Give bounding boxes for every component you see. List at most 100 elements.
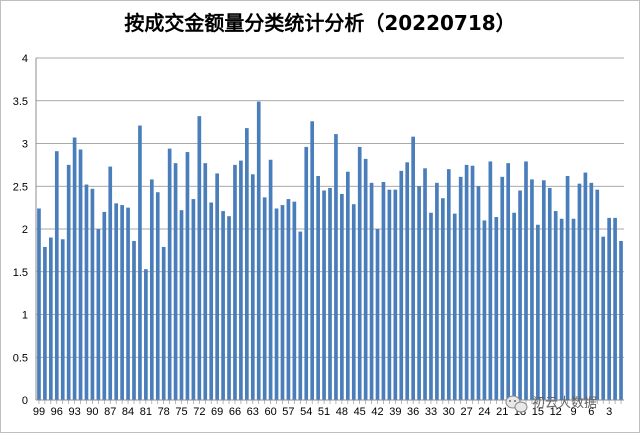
bar (280, 205, 285, 400)
bar (155, 192, 160, 400)
x-tick-label: 99 (33, 406, 45, 418)
bar (262, 197, 267, 400)
bar (345, 171, 350, 400)
bar (500, 176, 505, 400)
bar (518, 190, 522, 400)
bar (393, 189, 398, 400)
bar (132, 240, 136, 400)
x-tick-label: 93 (68, 406, 80, 418)
bar (452, 213, 457, 400)
bar (233, 164, 237, 401)
bar (405, 162, 410, 400)
x-tick-label: 12 (550, 406, 562, 418)
bar (60, 239, 65, 400)
bar (381, 181, 386, 400)
bar (298, 231, 303, 400)
x-tick-label: 87 (104, 406, 116, 418)
x-tick-label: 27 (460, 406, 472, 418)
bar (90, 188, 95, 400)
bar (441, 198, 445, 400)
bar (482, 220, 487, 400)
bar (334, 134, 338, 400)
y-tick-label: 3 (22, 139, 28, 151)
x-tick-label: 48 (336, 406, 348, 418)
bar (565, 175, 570, 400)
bar (120, 205, 124, 400)
bar (215, 173, 219, 400)
y-tick-label: 2.5 (13, 181, 28, 193)
bar (322, 190, 326, 400)
bar (470, 165, 475, 400)
bar (494, 217, 499, 400)
bar (209, 202, 214, 400)
bar (66, 164, 71, 401)
bar (613, 217, 617, 400)
x-tick-label: 60 (264, 406, 276, 418)
bar (149, 179, 154, 400)
x-tick-label: 54 (300, 406, 312, 418)
bar (530, 179, 534, 400)
bar (84, 184, 89, 400)
y-tick-label: 4 (22, 53, 28, 65)
bar (245, 128, 249, 401)
watermark: 初云大数据 (505, 395, 597, 413)
x-tick-label: 96 (51, 406, 63, 418)
bar (536, 224, 540, 400)
bar (577, 183, 582, 400)
bar (607, 217, 611, 400)
bar (417, 186, 421, 400)
x-tick-label: 15 (532, 406, 544, 418)
bar (203, 163, 208, 400)
x-tick-label: 30 (443, 406, 455, 418)
bar (589, 182, 594, 400)
y-tick-label: 0 (22, 395, 28, 407)
bar (96, 229, 101, 400)
bar (78, 149, 83, 400)
bar (239, 160, 243, 400)
bar (601, 236, 606, 400)
bar (464, 164, 469, 401)
y-tick-label: 1.5 (13, 267, 28, 279)
bar (144, 269, 148, 400)
y-axis-ticks: 0 0.5 1 1.5 2 2.5 3 3.5 4 (13, 53, 28, 407)
y-tick-label: 0.5 (13, 352, 28, 364)
bar (138, 125, 142, 401)
bar (351, 204, 356, 400)
bar (619, 240, 623, 400)
x-tick-label: 90 (86, 406, 98, 418)
bar (476, 186, 481, 400)
bar (37, 208, 41, 400)
x-tick-label: 42 (371, 406, 383, 418)
bar (399, 170, 404, 400)
x-tick-label: 72 (193, 406, 205, 418)
bar (197, 116, 202, 400)
bar (328, 187, 332, 400)
bar (458, 176, 463, 400)
bar (72, 137, 77, 400)
bar (316, 175, 320, 400)
bar (126, 207, 130, 401)
x-tick-label: 51 (318, 406, 330, 418)
bar (179, 210, 184, 400)
bar (357, 146, 362, 400)
bar (274, 208, 279, 400)
bar (369, 182, 374, 400)
bar (571, 218, 576, 400)
bar (583, 172, 588, 400)
bar (435, 182, 439, 400)
bar (49, 237, 53, 400)
bar (173, 163, 178, 400)
wechat-icon (505, 395, 528, 413)
y-tick-label: 1 (22, 310, 28, 322)
x-tick-label: 21 (496, 406, 508, 418)
bar (488, 161, 493, 400)
bar (292, 201, 297, 400)
bar (161, 246, 166, 400)
bar (185, 152, 190, 400)
x-tick-label: 36 (407, 406, 419, 418)
bar (221, 211, 225, 400)
bar (191, 199, 196, 400)
bar (387, 189, 392, 400)
